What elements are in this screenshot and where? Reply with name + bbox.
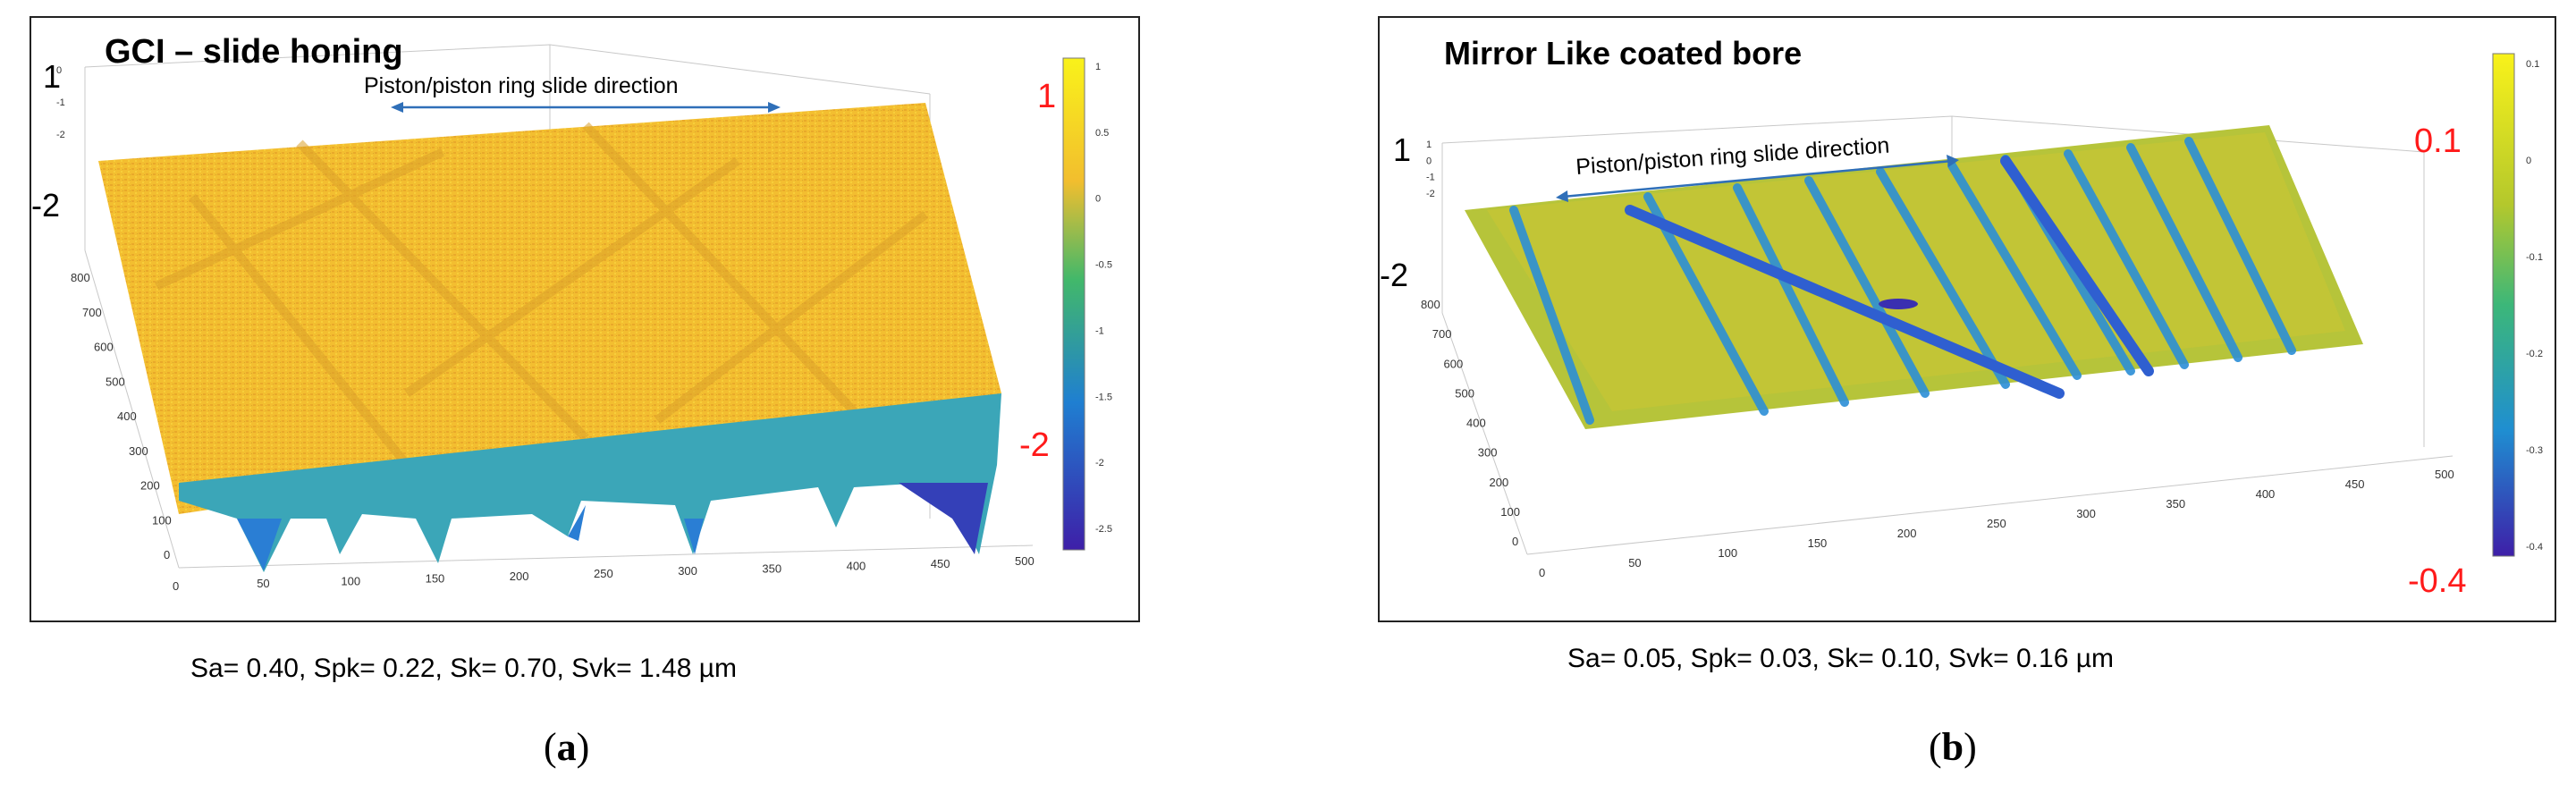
z-axis-tick-a: 0 [56,65,62,76]
z-axis-tick-b: -2 [1426,189,1435,199]
y-axis-tick-a: 0 [164,548,170,561]
y-axis-tick-a: 300 [129,444,148,458]
caption-letter-a: a [556,725,577,769]
x-axis-tick-b: 50 [1628,556,1641,570]
z-axis-ticks-a: 0 -1 -2 [56,65,65,140]
y-axis-tick-a: 600 [94,341,114,354]
z-mark-top-a: 1 [43,58,61,95]
x-axis-ticks-b: 0 50 100 150 200 250 300 350 400 450 500 [1539,468,2454,579]
colorbar-b [2492,53,2515,557]
figure-panel-b: 0.1 0 -0.1 -0.2 -0.3 -0.4 1 0 -1 -2 0 100 200 300 40… [1378,16,2556,622]
z-axis-tick-b: -1 [1426,173,1435,183]
colorbar-tick-a: -1 [1095,325,1104,336]
colorbar-tick-b: -0.4 [2526,542,2543,553]
y-axis-tick-b: 0 [1512,535,1518,548]
y-axis-tick-a: 800 [71,271,90,284]
x-axis-tick-a: 200 [510,570,529,583]
colorbar-ticks-b: 0.1 0 -0.1 -0.2 -0.3 -0.4 [2526,59,2543,553]
surface-plot-a: 1 0.5 0 -0.5 -1 -1.5 -2 -2.5 0 -1 -2 0 100 200 300 40… [31,33,1112,593]
roughness-stats-a: Sa= 0.40, Spk= 0.22, Sk= 0.70, Svk= 1.48… [190,654,738,683]
colorbar-tick-b: -0.1 [2526,252,2543,263]
surface-b [1465,125,2363,429]
panel-title-a: GCI – slide honing [105,33,403,71]
colorbar-tick-a: -2.5 [1095,524,1112,535]
caption-b: (b) [1929,725,1977,769]
x-axis-tick-a: 250 [594,567,613,580]
x-axis-tick-a: 50 [257,577,269,590]
x-axis-tick-a: 350 [762,561,781,575]
figure-panel-a: 1 0.5 0 -0.5 -1 -1.5 -2 -2.5 0 -1 -2 0 100 200 300 40… [30,16,1140,622]
colorbar-tick-a: -1.5 [1095,392,1112,402]
z-axis-tick-a: -1 [56,97,65,108]
y-axis-tick-a: 200 [140,479,160,493]
z-axis-tick-a: -2 [56,130,65,140]
surface-plot-b: 0.1 0 -0.1 -0.2 -0.3 -0.4 1 0 -1 -2 0 100 200 300 40… [1380,35,2543,600]
z-axis-tick-b: 1 [1426,139,1432,150]
y-axis-tick-b: 800 [1421,298,1440,311]
x-axis-tick-b: 250 [1987,517,2006,530]
colorbar-tick-a: 0.5 [1095,128,1109,139]
z-mark-bottom-a: -2 [31,187,60,224]
colorbar-tick-a: 1 [1095,62,1101,72]
y-axis-tick-a: 100 [152,513,172,527]
x-axis-tick-b: 300 [2076,507,2096,520]
colorbar-tick-b: -0.3 [2526,445,2543,456]
y-axis-tick-a: 400 [117,409,137,423]
slide-direction-arrow-b [1556,155,1959,202]
colorbar-tick-a: 0 [1095,194,1101,205]
x-axis-tick-b: 150 [1808,536,1828,550]
colorbar-ticks-a: 1 0.5 0 -0.5 -1 -1.5 -2 -2.5 [1095,62,1112,535]
colorbar-a [1062,57,1085,551]
y-axis-tick-a: 700 [82,306,102,319]
surface-a [98,103,1001,572]
z-mark-bottom-b: -2 [1380,257,1408,293]
colorbar-tick-b: 0 [2526,156,2531,166]
caption-a: (a) [544,725,590,769]
x-axis-tick-a: 0 [173,579,179,593]
y-axis-ticks-b: 0 100 200 300 400 500 600 700 800 [1421,298,1520,548]
scale-min-b: -0.4 [2408,562,2466,600]
x-axis-tick-b: 500 [2435,468,2454,481]
colorbar-tick-b: -0.2 [2526,349,2543,359]
y-axis-tick-b: 500 [1455,386,1474,400]
y-axis-tick-a: 500 [106,375,125,388]
y-axis-tick-b: 300 [1478,446,1498,460]
scale-max-b: 0.1 [2414,122,2462,160]
x-axis-tick-a: 450 [931,557,950,570]
valleys-a [179,393,1001,572]
y-axis-tick-b: 400 [1466,417,1486,430]
y-axis-tick-b: 100 [1500,505,1520,519]
x-axis-ticks-a: 0 50 100 150 200 250 300 350 400 450 500 [173,554,1035,593]
x-axis-tick-a: 100 [341,574,360,587]
z-axis-tick-b: 0 [1426,156,1432,166]
y-axis-ticks-a: 0 100 200 300 400 500 600 700 800 [71,271,172,561]
x-axis-tick-b: 200 [1897,527,1917,540]
x-axis-tick-b: 450 [2345,477,2365,491]
x-axis-tick-a: 500 [1015,554,1035,568]
x-axis-tick-b: 350 [2166,497,2185,511]
x-axis-tick-b: 0 [1539,566,1545,579]
y-axis-tick-b: 200 [1490,476,1509,489]
scale-max-a: 1 [1037,78,1056,115]
colorbar-tick-b: 0.1 [2526,59,2539,70]
colorbar-tick-a: -0.5 [1095,260,1112,271]
x-axis-tick-b: 400 [2256,487,2276,501]
x-axis-tick-b: 100 [1718,546,1737,560]
z-axis-ticks-b: 1 0 -1 -2 [1426,139,1435,199]
scale-min-a: -2 [1019,426,1050,464]
caption-letter-b: b [1941,725,1964,769]
x-axis-tick-a: 400 [847,560,866,573]
direction-label-a: Piston/piston ring slide direction [364,73,679,98]
panel-title-b: Mirror Like coated bore [1444,35,1802,72]
slide-direction-arrow-a [391,102,781,113]
y-axis-tick-b: 700 [1432,327,1452,341]
x-axis-tick-a: 300 [678,564,697,578]
z-mark-top-b: 1 [1393,131,1411,168]
roughness-stats-b: Sa= 0.05, Spk= 0.03, Sk= 0.10, Svk= 0.16… [1567,644,2115,673]
colorbar-tick-a: -2 [1095,458,1104,468]
x-axis-tick-a: 150 [426,572,445,586]
y-axis-tick-b: 600 [1444,357,1464,370]
